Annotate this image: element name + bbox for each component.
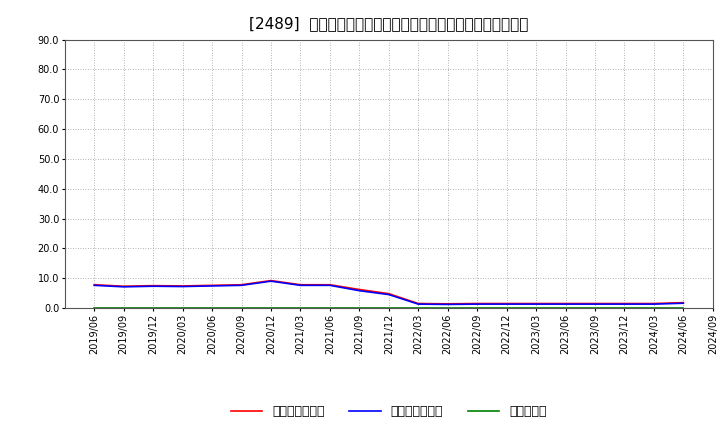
- 売上債権回転率: [384, 291, 393, 296]
- 在庫回転率: [503, 305, 511, 311]
- 売上債権回転率: [649, 301, 658, 306]
- 買入債務回転率: [590, 301, 599, 307]
- 売上債権回転率: [149, 283, 158, 288]
- 在庫回転率: [679, 305, 688, 311]
- 買入債務回転率: [649, 301, 658, 307]
- 在庫回転率: [266, 305, 275, 311]
- Legend: 売上債権回転率, 買入債務回転率, 在庫回転率: 売上債権回転率, 買入債務回転率, 在庫回転率: [225, 400, 552, 423]
- 在庫回転率: [296, 305, 305, 311]
- 買入債務回転率: [355, 288, 364, 293]
- 売上債権回転率: [414, 301, 423, 306]
- 買入債務回転率: [532, 301, 541, 307]
- 在庫回転率: [325, 305, 334, 311]
- 売上債権回転率: [179, 283, 187, 289]
- 買入債務回転率: [266, 279, 275, 284]
- 在庫回転率: [208, 305, 217, 311]
- 売上債権回転率: [208, 282, 217, 288]
- 売上債権回転率: [503, 301, 511, 306]
- 買入債務回転率: [120, 284, 128, 290]
- 売上債権回転率: [237, 282, 246, 287]
- 買入債務回転率: [90, 282, 99, 288]
- Title: [2489]  売上債権回転率、買入債務回転率、在庫回転率の推移: [2489] 売上債権回転率、買入債務回転率、在庫回転率の推移: [249, 16, 528, 32]
- 売上債権回転率: [266, 278, 275, 283]
- 在庫回転率: [120, 305, 128, 311]
- 買入債務回転率: [296, 282, 305, 288]
- 売上債権回転率: [679, 300, 688, 305]
- 在庫回転率: [561, 305, 570, 311]
- Line: 買入債務回転率: 買入債務回転率: [94, 281, 683, 304]
- 買入債務回転率: [679, 301, 688, 306]
- 売上債権回転率: [561, 301, 570, 306]
- 買入債務回転率: [149, 284, 158, 289]
- 在庫回転率: [649, 305, 658, 311]
- 買入債務回転率: [414, 301, 423, 307]
- 在庫回転率: [384, 305, 393, 311]
- 在庫回転率: [620, 305, 629, 311]
- 売上債権回転率: [532, 301, 541, 306]
- 在庫回転率: [590, 305, 599, 311]
- 買入債務回転率: [444, 302, 452, 307]
- 買入債務回転率: [473, 301, 482, 307]
- 買入債務回転率: [620, 301, 629, 307]
- 買入債務回転率: [325, 282, 334, 288]
- 買入債務回転率: [237, 282, 246, 288]
- 在庫回転率: [355, 305, 364, 311]
- 在庫回転率: [473, 305, 482, 311]
- Line: 売上債権回転率: 売上債権回転率: [94, 281, 683, 304]
- 在庫回転率: [149, 305, 158, 311]
- 売上債権回転率: [620, 301, 629, 306]
- 在庫回転率: [90, 305, 99, 311]
- 売上債権回転率: [296, 282, 305, 287]
- 在庫回転率: [532, 305, 541, 311]
- 在庫回転率: [444, 305, 452, 311]
- 売上債権回転率: [90, 282, 99, 287]
- 売上債権回転率: [325, 282, 334, 287]
- 買入債務回転率: [208, 283, 217, 289]
- 在庫回転率: [237, 305, 246, 311]
- 在庫回転率: [414, 305, 423, 311]
- 買入債務回転率: [561, 301, 570, 307]
- 売上債権回転率: [120, 284, 128, 289]
- 買入債務回転率: [503, 301, 511, 307]
- 売上債権回転率: [590, 301, 599, 306]
- 売上債権回転率: [473, 301, 482, 306]
- 在庫回転率: [179, 305, 187, 311]
- 売上債権回転率: [355, 287, 364, 292]
- 買入債務回転率: [179, 284, 187, 289]
- 買入債務回転率: [384, 292, 393, 297]
- 売上債権回転率: [444, 301, 452, 307]
